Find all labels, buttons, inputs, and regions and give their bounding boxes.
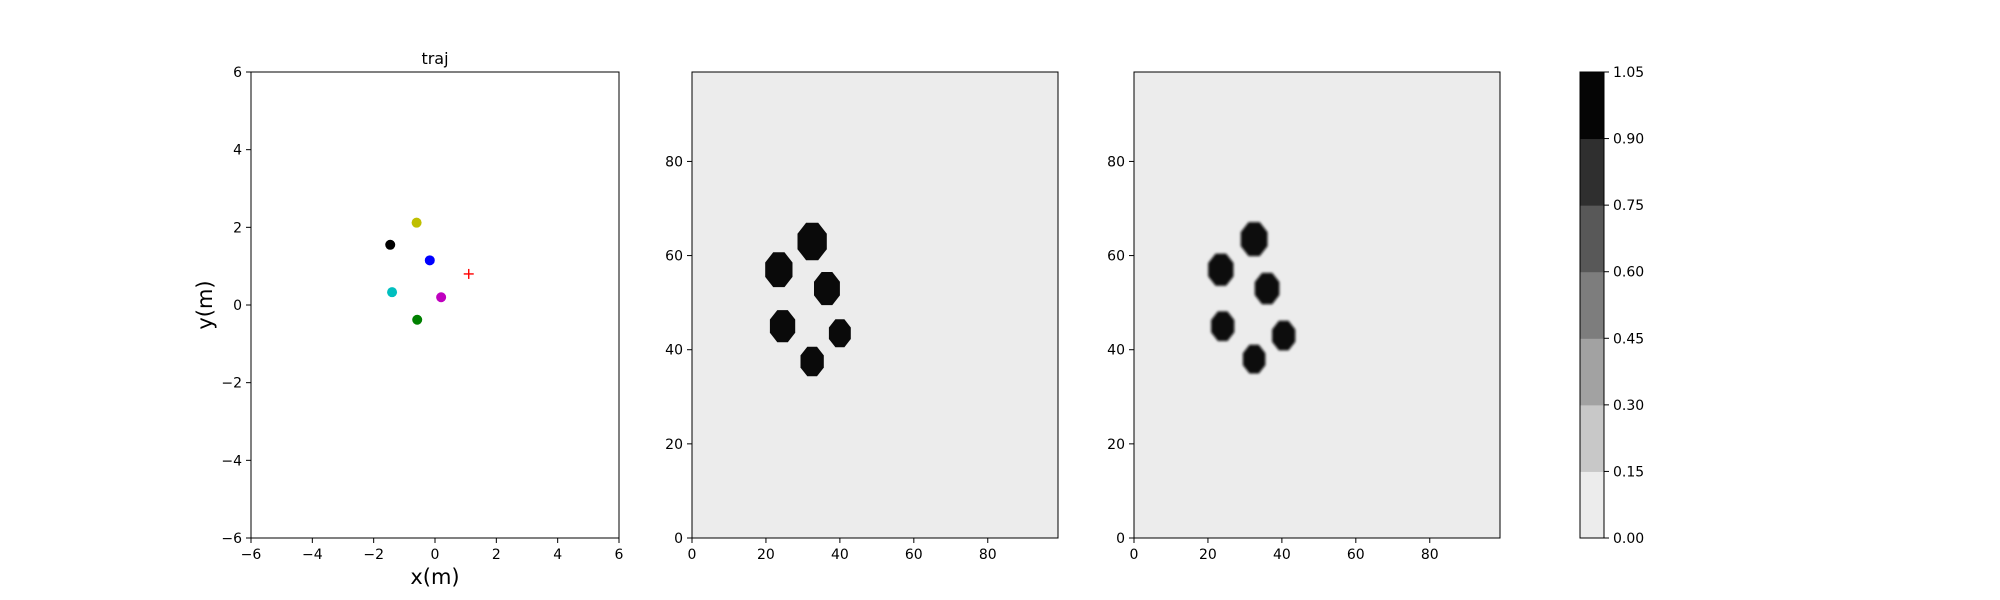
traj-scatter-panel: traj −6 −4 −2 0 2 4 6 −6 −4 −2 0 2 4 6 x(m) y(m) xyxy=(193,49,624,589)
panel1-title: traj xyxy=(421,49,448,68)
p1-xtick-label: −6 xyxy=(241,547,262,563)
colorbar-tick-label: 0.45 xyxy=(1613,331,1644,347)
p3-xtick-label: 80 xyxy=(1421,547,1439,563)
p1-xtick-label: 2 xyxy=(492,547,501,563)
agent-point xyxy=(412,314,423,325)
p2-ytick-label: 60 xyxy=(665,249,683,265)
p2-xtick-label: 20 xyxy=(757,547,775,563)
p2-xtick-label: 0 xyxy=(688,547,697,563)
colorbar-level xyxy=(1580,72,1604,140)
colorbar-tick-label: 0.30 xyxy=(1613,398,1644,414)
p1-ytick-label: 0 xyxy=(233,298,242,314)
p1-ytick-label: 6 xyxy=(233,65,242,81)
obstacle-blob xyxy=(828,319,851,348)
panel1-xlabel: x(m) xyxy=(410,565,459,589)
colorbar-ticks: 0.00 0.15 0.30 0.45 0.60 0.75 0.90 1.05 xyxy=(1604,65,1644,547)
p1-ytick-label: 2 xyxy=(233,220,242,236)
p1-ytick-label: −2 xyxy=(221,376,242,392)
obstacle-blob xyxy=(797,222,827,261)
colorbar-tick-label: 0.00 xyxy=(1613,531,1644,547)
p2-xtick-label: 40 xyxy=(831,547,849,563)
p2-ytick-label: 20 xyxy=(665,437,683,453)
panel3-blobs xyxy=(1208,222,1296,374)
p1-xtick-label: 4 xyxy=(553,547,562,563)
agent-point xyxy=(385,239,396,250)
panel2-plot-area xyxy=(692,72,1058,538)
p1-xtick-label: 0 xyxy=(431,547,440,563)
panel1-plot-area xyxy=(250,71,620,539)
p2-ytick-label: 80 xyxy=(665,154,683,170)
panel1-points xyxy=(385,217,474,325)
p3-xtick-label: 60 xyxy=(1347,547,1365,563)
p3-ytick-label: 20 xyxy=(1107,437,1125,453)
panel3-plot-area xyxy=(1134,72,1500,538)
agent-point xyxy=(436,292,447,303)
p1-xtick-label: 6 xyxy=(615,547,624,563)
colorbar: 0.00 0.15 0.30 0.45 0.60 0.75 0.90 1.05 xyxy=(1579,65,1644,547)
p1-xtick-label: −2 xyxy=(363,547,384,563)
p1-xtick-label: −4 xyxy=(302,547,323,563)
panel2-blobs xyxy=(765,222,851,377)
obstacle-blob xyxy=(800,346,824,377)
panel1-ticks: −6 −4 −2 0 2 4 6 −6 −4 −2 0 2 4 6 xyxy=(221,65,623,563)
p3-xtick-label: 40 xyxy=(1273,547,1291,563)
agent-point xyxy=(387,287,398,298)
p3-ytick-label: 0 xyxy=(1116,531,1125,547)
colorbar-tick-label: 0.75 xyxy=(1613,198,1644,214)
colorbar-levels xyxy=(1580,72,1604,539)
heatmap-panel-2: 0 20 40 60 80 0 20 40 60 80 xyxy=(1107,71,1501,563)
colorbar-level xyxy=(1580,271,1604,339)
p2-ytick-label: 0 xyxy=(674,531,683,547)
goal-marker xyxy=(463,268,474,279)
obstacle-blob xyxy=(765,252,793,288)
p3-ytick-label: 60 xyxy=(1107,249,1125,265)
p1-ytick-label: 4 xyxy=(233,143,242,159)
heatmap-panel-1: 0 20 40 60 80 0 20 40 60 80 xyxy=(665,71,1059,563)
obstacle-blob xyxy=(1272,320,1296,351)
colorbar-level xyxy=(1580,205,1604,273)
obstacle-blob xyxy=(1208,253,1234,286)
colorbar-tick-label: 0.60 xyxy=(1613,265,1644,281)
p1-ytick-label: −6 xyxy=(221,531,242,547)
colorbar-level xyxy=(1580,471,1604,539)
p3-xtick-label: 0 xyxy=(1130,547,1139,563)
p1-ytick-label: −4 xyxy=(221,453,242,469)
agent-point xyxy=(411,217,422,228)
colorbar-level xyxy=(1580,138,1604,206)
p3-ytick-label: 80 xyxy=(1107,154,1125,170)
colorbar-tick-label: 1.05 xyxy=(1613,65,1644,81)
colorbar-level xyxy=(1580,338,1604,406)
obstacle-blob xyxy=(1254,272,1280,305)
obstacle-blob xyxy=(1240,222,1268,257)
obstacle-blob xyxy=(814,272,840,306)
p3-xtick-label: 20 xyxy=(1199,547,1217,563)
panel1-ylabel: y(m) xyxy=(193,280,217,329)
colorbar-level xyxy=(1580,404,1604,472)
p2-ytick-label: 40 xyxy=(665,343,683,359)
obstacle-blob xyxy=(1242,344,1266,374)
p2-xtick-label: 60 xyxy=(905,547,923,563)
p3-ytick-label: 40 xyxy=(1107,343,1125,359)
colorbar-tick-label: 0.90 xyxy=(1613,132,1644,148)
obstacle-blob xyxy=(769,310,796,343)
panel3-ticks: 0 20 40 60 80 0 20 40 60 80 xyxy=(1107,154,1438,563)
panel2-ticks: 0 20 40 60 80 0 20 40 60 80 xyxy=(665,154,996,563)
agent-point xyxy=(424,255,435,266)
colorbar-tick-label: 0.15 xyxy=(1613,464,1644,480)
obstacle-blob xyxy=(1211,311,1235,341)
p2-xtick-label: 80 xyxy=(979,547,997,563)
